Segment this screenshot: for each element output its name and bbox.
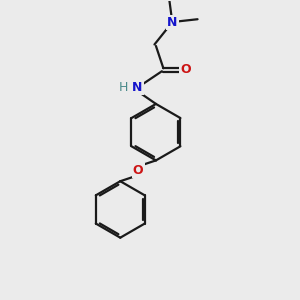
Text: N: N	[132, 81, 142, 94]
Text: H: H	[118, 81, 128, 94]
Text: O: O	[133, 164, 143, 177]
Text: N: N	[167, 16, 178, 29]
Text: O: O	[180, 63, 191, 76]
